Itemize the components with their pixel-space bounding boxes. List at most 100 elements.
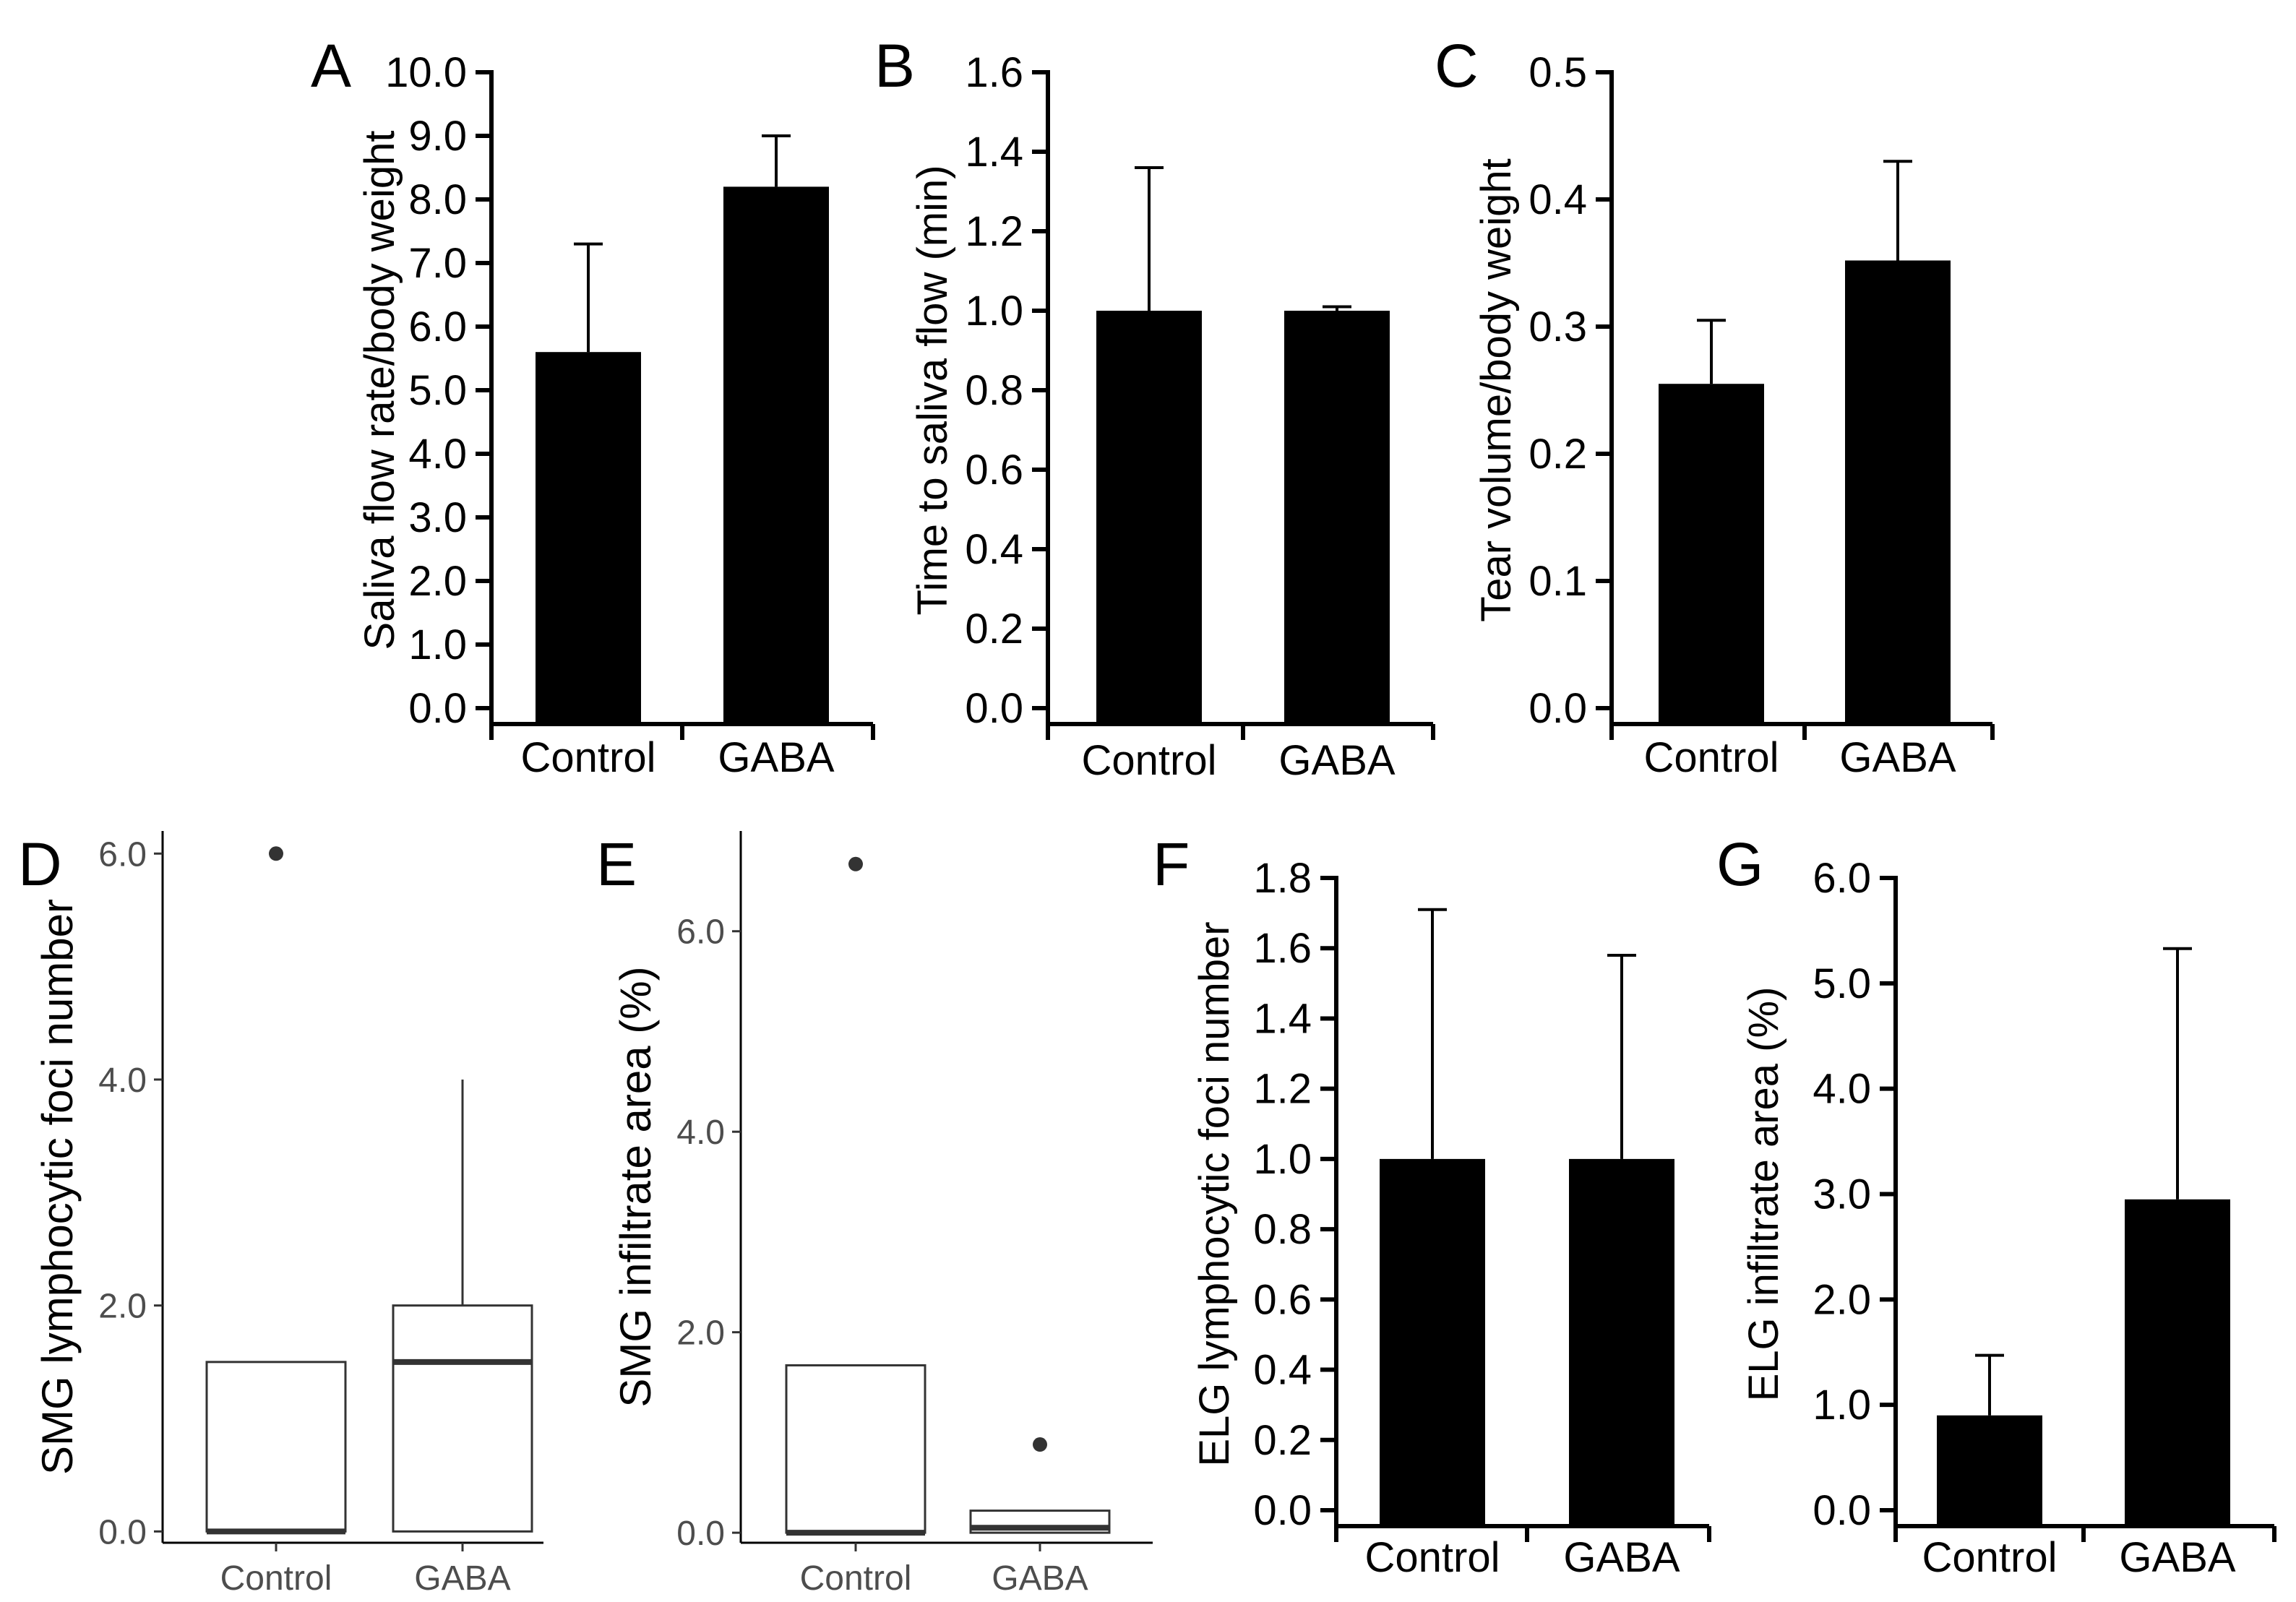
x-tick-label-gaba: GABA [1839,734,1956,781]
y-axis-label: ELG lymphocytic foci number [1191,921,1238,1466]
y-tick-label: 3.0 [1813,1171,1871,1218]
box-gaba [392,1304,533,1533]
y-tick-label: 0.0 [1253,1487,1312,1534]
x-tick-label-control: Control [1365,1534,1500,1581]
panel-letter: E [596,830,637,898]
box-control [785,1364,926,1534]
y-tick-label: 2.0 [676,1314,725,1353]
y-tick-label: 4.0 [676,1114,725,1152]
y-tick-label: 6.0 [408,303,467,350]
x-tick-label-gaba: GABA [2119,1534,2235,1581]
outlier-point-control [848,856,863,871]
bar-gaba [1284,311,1390,724]
panel-letter: D [18,830,62,898]
y-tick-label: 1.8 [1253,855,1312,902]
y-tick-label: 8.0 [408,176,467,223]
panel-g: G 0.0 1.0 2.0 3.0 4.0 5.0 6.0 Control GABA ELG inf… [1716,830,2276,1581]
y-tick-label: 0.4 [1253,1347,1312,1394]
panel-letter: F [1153,830,1190,898]
bar-control [1937,1415,2042,1526]
x-tick-label-control: Control [1922,1534,2058,1581]
x-tick-label-gaba: GABA [718,734,834,781]
panel-c: C 0.0 0.1 0.2 0.3 0.4 0.5 Control GABA Tear volum… [1435,32,1995,781]
y-tick-label: 4.0 [1813,1066,1871,1113]
y-axis-label: Tear volume/body weight [1473,158,1520,622]
y-tick-label: 0.6 [965,447,1023,494]
x-tick-label-gaba: GABA [992,1559,1088,1598]
y-tick-label: 0.0 [1813,1487,1871,1534]
y-tick-label: 0.0 [676,1515,725,1553]
y-axis-label: ELG infiltrate area (%) [1740,987,1787,1402]
x-tick-label-control: Control [521,734,656,781]
bar-gaba [1845,260,1951,725]
outlier-point-control [269,846,283,861]
y-tick-label: 0.0 [965,685,1023,732]
x-tick-label-gaba: GABA [1563,1534,1680,1581]
panel-letter: B [874,32,915,100]
y-tick-label: 2.0 [98,1288,147,1326]
y-tick-label: 0.5 [1528,49,1587,96]
y-tick-label: 1.0 [408,621,467,668]
y-tick-label: 0.2 [965,606,1023,653]
x-tick-label-control: Control [800,1559,912,1598]
y-tick-label: 2.0 [1813,1276,1871,1323]
bar-control [1096,311,1202,724]
y-tick-label: 3.0 [408,494,467,541]
y-tick-label: 7.0 [408,240,467,287]
panel-letter: G [1716,830,1763,898]
panel-d: D 0.0 2.0 4.0 6.0 Control GABA SMG lymphocytic … [18,830,543,1598]
x-tick-label-control: Control [1082,737,1217,784]
x-tick-label-control: Control [220,1559,332,1598]
y-tick-label: 1.0 [1253,1136,1312,1183]
y-axis-label: SMG infiltrate area (%) [611,966,660,1407]
y-tick-label: 4.0 [408,431,467,478]
bar-control [1380,1158,1485,1526]
y-tick-label: 1.2 [1253,1066,1312,1113]
y-tick-label: 1.0 [1813,1382,1871,1429]
y-tick-label: 0.1 [1528,558,1587,605]
y-tick-label: 0.2 [1253,1417,1312,1464]
x-tick-label-gaba: GABA [1278,737,1395,784]
y-tick-label: 0.0 [408,685,467,732]
panel-e: E 0.0 2.0 4.0 6.0 Control GABA SMG infiltrate a… [596,830,1153,1598]
x-tick-label-control: Control [1644,734,1779,781]
y-tick-label: 6.0 [1813,855,1871,902]
y-tick-label: 1.0 [965,288,1023,335]
y-tick-label: 5.0 [408,367,467,414]
y-axis-label: Time to saliva flow (min) [909,165,956,615]
y-tick-label: 1.6 [965,49,1023,96]
y-tick-label: 6.0 [676,913,725,952]
panel-letter: C [1435,32,1479,100]
panel-b: B 0.0 0.2 0.4 0.6 0.8 1.0 1.2 1.4 1.6 Control GABA T… [874,32,1435,784]
y-tick-label: 1.2 [965,208,1023,255]
bar-control [536,352,641,724]
y-axis-label: Saliva flow rate/body weight [356,131,403,650]
bar-control [1659,384,1764,724]
x-tick-label-gaba: GABA [414,1559,510,1598]
y-tick-label: 9.0 [408,113,467,160]
y-tick-label: 1.6 [1253,925,1312,972]
y-tick-label: 0.4 [1528,176,1587,223]
y-tick-label: 10.0 [385,49,467,96]
outlier-point-gaba [1033,1437,1047,1452]
y-tick-label: 0.8 [965,367,1023,414]
panel-a: A 0.0 1.0 2.0 3.0 4.0 5.0 6.0 7.0 8.0 9.0 10.0 Contr… [311,32,875,781]
bar-gaba [2125,1199,2230,1526]
y-tick-label: 1.4 [965,129,1023,176]
y-tick-label: 4.0 [98,1061,147,1100]
box-control [205,1361,347,1533]
y-tick-label: 6.0 [98,835,147,874]
bar-gaba [1569,1158,1674,1526]
y-tick-label: 0.0 [98,1513,147,1551]
y-tick-label: 5.0 [1813,960,1871,1007]
y-tick-label: 0.0 [1528,685,1587,732]
panel-letter: A [311,32,351,100]
y-tick-label: 0.8 [1253,1206,1312,1253]
y-axis-label: SMG lymphocytic foci number [33,899,82,1475]
bar-gaba [723,186,829,724]
y-tick-label: 0.4 [965,526,1023,573]
y-tick-label: 0.6 [1253,1276,1312,1323]
panel-f: F 0.0 0.2 0.4 0.6 0.8 1.0 1.2 1.4 1.6 1.8 Control GA… [1153,830,1711,1581]
y-tick-label: 0.2 [1528,431,1587,478]
